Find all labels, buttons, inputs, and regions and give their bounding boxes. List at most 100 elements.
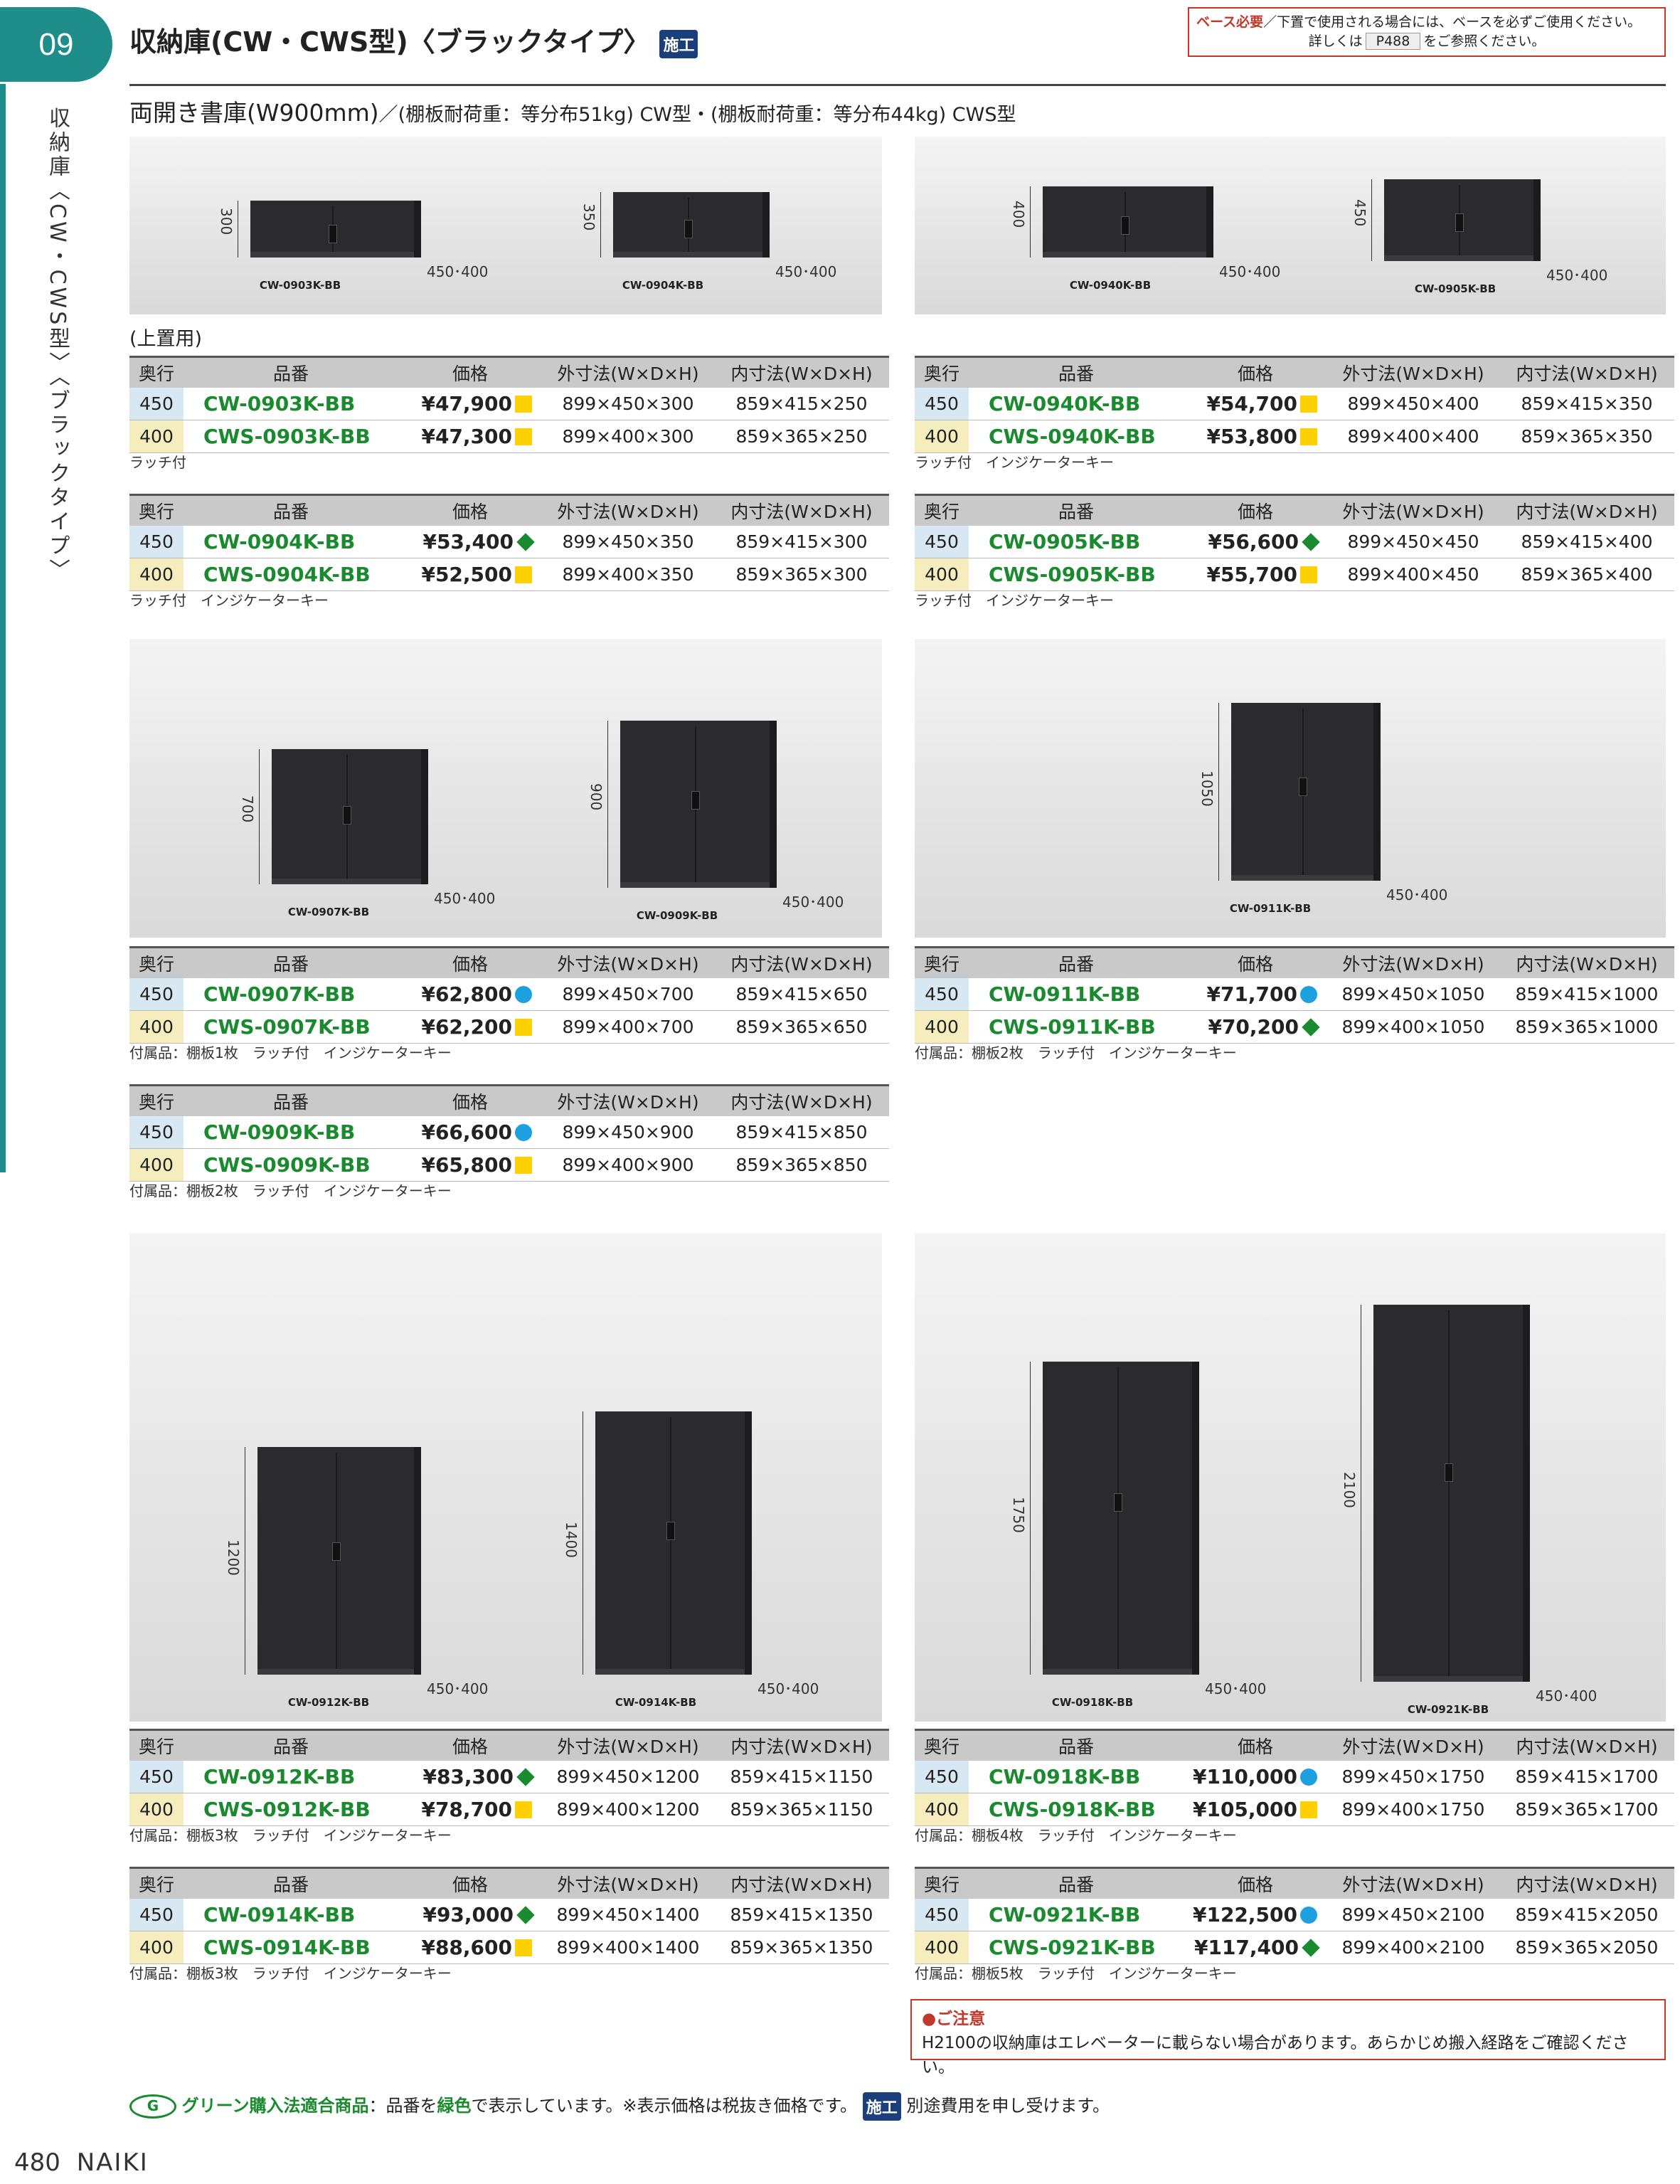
- table-row: 450 CW-0912K-BB ¥83,300 899×450×1200 859×415…: [129, 1761, 889, 1793]
- spec-table-0940: 奥行 品番 価格 外寸法(W×D×H) 内寸法(W×D×H) 450 CW-0940K-BB…: [915, 356, 1674, 453]
- table-footnote: 付属品：棚板3枚 ラッチ付 インジケーターキー: [129, 1965, 452, 1982]
- inner-dimension-cell: 859×415×1700: [1499, 1761, 1674, 1793]
- height-dimension-line: [1218, 703, 1219, 881]
- table-header-cell: 奥行: [915, 1867, 969, 1899]
- inner-dimension-cell: 859×365×1150: [714, 1793, 889, 1826]
- table-header-cell: 外寸法(W×D×H): [1327, 1867, 1499, 1899]
- part-number-cell: CW-0912K-BB: [184, 1761, 398, 1793]
- part-number-cell: CW-0911K-BB: [969, 978, 1184, 1011]
- table-header-cell: 品番: [184, 494, 398, 526]
- table-row: 450 CW-0918K-BB ¥110,000 899×450×1750 859×41…: [915, 1761, 1674, 1793]
- table-row: 450 CW-0909K-BB ¥66,600 899×450×900 859×415×…: [129, 1116, 889, 1149]
- door-seam: [1117, 1367, 1119, 1669]
- inner-dimension-cell: 859×415×300: [714, 526, 889, 558]
- table-header-cell: 奥行: [915, 356, 969, 388]
- table-header-cell: 品番: [969, 1867, 1184, 1899]
- price-cell: ¥54,700: [1184, 388, 1327, 420]
- spec-table-0909: 奥行 品番 価格 外寸法(W×D×H) 内寸法(W×D×H) 450 CW-0909K-BB…: [129, 1084, 889, 1182]
- table-header-cell: 外寸法(W×D×H): [542, 946, 714, 978]
- cabinet-image: [272, 749, 428, 884]
- photo-caption: CW-0905K-BB: [1414, 282, 1496, 295]
- part-number-cell: CWS-0940K-BB: [969, 420, 1184, 453]
- table-header-cell: 奥行: [129, 1084, 184, 1116]
- depth-cell: 450: [915, 1899, 969, 1931]
- part-number-cell: CWS-0911K-BB: [969, 1010, 1184, 1044]
- table-footnote: ラッチ付 インジケーターキー: [915, 592, 1114, 609]
- subtitle-main: 両開き書庫(W900mm): [129, 99, 379, 127]
- depth-cell: 400: [915, 558, 969, 591]
- cabinet-image: [1043, 186, 1213, 258]
- door-handle: [1299, 778, 1307, 796]
- table-header-cell: 外寸法(W×D×H): [1327, 494, 1499, 526]
- table-row: 400 CWS-0911K-BB ¥70,200 899×400×1050 859×36…: [915, 1010, 1674, 1044]
- inner-dimension-cell: 859×415×350: [1499, 388, 1674, 420]
- table-header-cell: 価格: [398, 494, 542, 526]
- outer-dimension-cell: 899×400×400: [1327, 420, 1499, 453]
- table-header-cell: 品番: [184, 356, 398, 388]
- depth-cell: 450: [915, 526, 969, 558]
- yellow-square-marker-icon: [1300, 1801, 1317, 1818]
- height-dimension: 350: [580, 203, 597, 231]
- table-header-cell: 価格: [1184, 356, 1327, 388]
- depth-cell: 450: [129, 1899, 184, 1931]
- spec-table-0904: 奥行 品番 価格 外寸法(W×D×H) 内寸法(W×D×H) 450 CW-0904K-BB…: [129, 494, 889, 591]
- photo-panel-0940-0905: 400 450･400 CW-0940K-BB 450 450･400 CW-0905K-…: [915, 137, 1666, 314]
- green-text-a: ：品番を: [368, 2096, 437, 2116]
- note-line2a: 詳しくは: [1308, 33, 1363, 49]
- table-header-cell: 品番: [969, 356, 1184, 388]
- photo-panel-0903-0904: 300 450･400 CW-0903K-BB 350 450･400 CW-0904K-…: [129, 137, 882, 314]
- spec-table-0918: 奥行 品番 価格 外寸法(W×D×H) 内寸法(W×D×H) 450 CW-0918K-BB…: [915, 1729, 1674, 1826]
- price-cell: ¥55,700: [1184, 558, 1327, 591]
- table-header-cell: 奥行: [129, 1867, 184, 1899]
- outer-dimension-cell: 899×400×700: [542, 1010, 714, 1044]
- note-line2b: をご参照ください。: [1423, 33, 1546, 49]
- green-diamond-marker-icon: [1302, 1939, 1320, 1957]
- outer-dimension-cell: 899×450×300: [542, 388, 714, 420]
- construction-badge-footer: 施工: [862, 2092, 901, 2121]
- table-footnote: 付属品：棚板4枚 ラッチ付 インジケーターキー: [915, 1827, 1237, 1844]
- chapter-tab: 09: [0, 7, 112, 82]
- page-title: 収納庫(CW・CWS型)〈ブラックタイプ〉 施工: [129, 20, 698, 59]
- inner-dimension-cell: 859×415×850: [714, 1116, 889, 1149]
- table-header-cell: 価格: [1184, 1867, 1327, 1899]
- depth-cell: 400: [915, 1931, 969, 1964]
- page-reference-link[interactable]: P488: [1365, 33, 1421, 50]
- door-handle: [684, 219, 693, 238]
- price-cell: ¥52,500: [398, 558, 542, 591]
- photo-caption: CW-0911K-BB: [1229, 902, 1312, 915]
- cabinet-image: [1384, 179, 1541, 261]
- door-handle: [329, 224, 337, 243]
- side-accent-bar: [0, 84, 6, 1172]
- depth-dimension: 450･400: [757, 1680, 819, 1697]
- inner-dimension-cell: 859×365×350: [1499, 420, 1674, 453]
- height-dimension-line: [1030, 186, 1031, 258]
- table-row: 400 CWS-0905K-BB ¥55,700 899×400×450 859×365…: [915, 558, 1674, 591]
- height-dimension: 1750: [1010, 1497, 1027, 1533]
- blue-circle-marker-icon: [515, 986, 532, 1003]
- table-header-cell: 外寸法(W×D×H): [542, 494, 714, 526]
- table-row: 450 CW-0940K-BB ¥54,700 899×450×400 859×415×…: [915, 388, 1674, 420]
- cabinet-image: [1231, 703, 1381, 881]
- outer-dimension-cell: 899×450×1050: [1327, 978, 1499, 1011]
- table-header-cell: 価格: [1184, 1729, 1327, 1761]
- height-dimension: 1200: [225, 1539, 242, 1576]
- height-dimension-line: [259, 749, 260, 884]
- depth-cell: 400: [915, 1793, 969, 1826]
- depth-cell: 450: [129, 1116, 184, 1149]
- depth-cell: 450: [915, 388, 969, 420]
- outer-dimension-cell: 899×400×1750: [1327, 1793, 1499, 1826]
- door-handle: [332, 1542, 341, 1562]
- outer-dimension-cell: 899×450×1200: [542, 1761, 714, 1793]
- price-cell: ¥117,400: [1184, 1931, 1327, 1964]
- inner-dimension-cell: 859×415×1150: [714, 1761, 889, 1793]
- page-footer: 480 NAIKI: [14, 2148, 149, 2177]
- green-diamond-marker-icon: [516, 1906, 535, 1924]
- table-header-cell: 内寸法(W×D×H): [714, 946, 889, 978]
- photo-panel-0911: 1050 450･400 CW-0911K-BB: [915, 639, 1666, 938]
- inner-dimension-cell: 859×365×650: [714, 1010, 889, 1044]
- depth-cell: 400: [129, 558, 184, 591]
- green-purchase-note: G グリーン購入法適合商品：品番を緑色で表示しています。※表示価格は税抜き価格で…: [129, 2092, 1110, 2121]
- table-footnote: 付属品：棚板1枚 ラッチ付 インジケーターキー: [129, 1044, 452, 1061]
- table-row: 400 CWS-0903K-BB ¥47,300 899×400×300 859×365…: [129, 420, 889, 453]
- construction-badge: 施工: [659, 29, 698, 58]
